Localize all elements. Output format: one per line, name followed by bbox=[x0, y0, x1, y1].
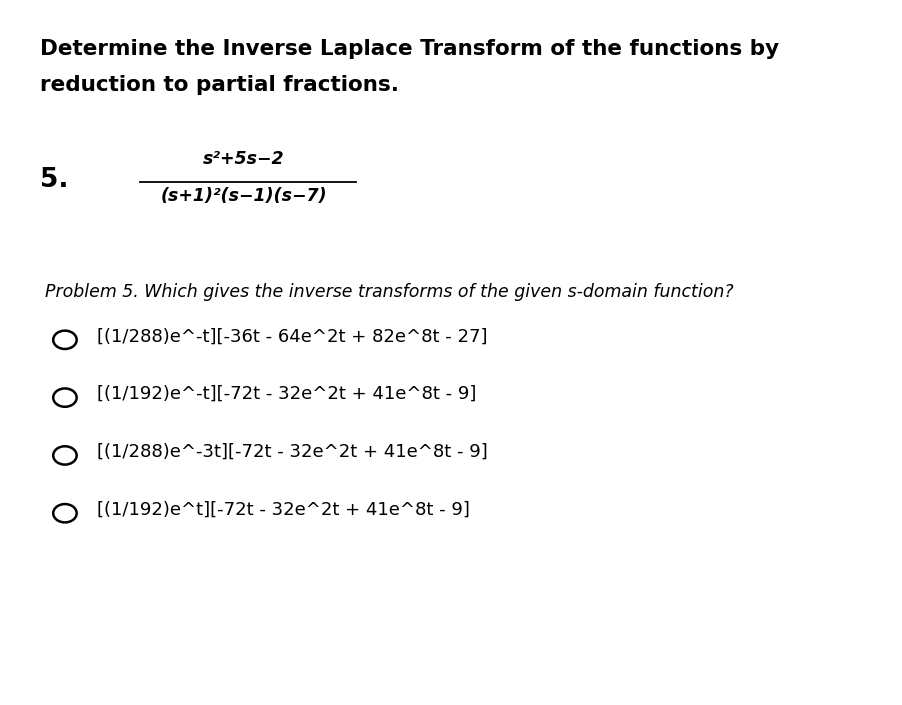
Text: 5.: 5. bbox=[40, 167, 69, 192]
Text: s²+5s−2: s²+5s−2 bbox=[203, 149, 284, 168]
Text: (s+1)²(s−1)(s−7): (s+1)²(s−1)(s−7) bbox=[161, 187, 327, 205]
Text: [(1/192)e^-t][-72t - 32e^2t + 41e^8t - 9]: [(1/192)e^-t][-72t - 32e^2t + 41e^8t - 9… bbox=[97, 385, 477, 403]
Text: Problem 5. Which gives the inverse transforms of the given s-domain function?: Problem 5. Which gives the inverse trans… bbox=[45, 283, 733, 302]
Text: [(1/192)e^t][-72t - 32e^2t + 41e^8t - 9]: [(1/192)e^t][-72t - 32e^2t + 41e^8t - 9] bbox=[97, 501, 470, 519]
Text: [(1/288)e^-t][-36t - 64e^2t + 82e^8t - 27]: [(1/288)e^-t][-36t - 64e^2t + 82e^8t - 2… bbox=[97, 327, 488, 345]
Text: reduction to partial fractions.: reduction to partial fractions. bbox=[40, 75, 399, 95]
Text: [(1/288)e^-3t][-72t - 32e^2t + 41e^8t - 9]: [(1/288)e^-3t][-72t - 32e^2t + 41e^8t - … bbox=[97, 443, 488, 461]
Text: Determine the Inverse Laplace Transform of the functions by: Determine the Inverse Laplace Transform … bbox=[40, 39, 778, 59]
